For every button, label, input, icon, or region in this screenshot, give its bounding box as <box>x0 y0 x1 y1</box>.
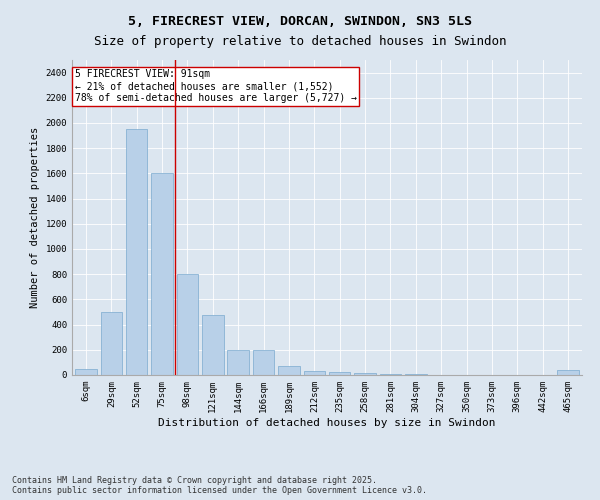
Text: 5, FIRECREST VIEW, DORCAN, SWINDON, SN3 5LS: 5, FIRECREST VIEW, DORCAN, SWINDON, SN3 … <box>128 15 472 28</box>
Text: Size of property relative to detached houses in Swindon: Size of property relative to detached ho… <box>94 35 506 48</box>
Bar <box>329 372 350 375</box>
Bar <box>253 350 274 375</box>
Bar <box>202 314 224 375</box>
Bar <box>75 368 97 375</box>
Bar <box>176 274 198 375</box>
Y-axis label: Number of detached properties: Number of detached properties <box>30 127 40 308</box>
Bar <box>557 370 579 375</box>
Text: Contains HM Land Registry data © Crown copyright and database right 2025.
Contai: Contains HM Land Registry data © Crown c… <box>12 476 427 495</box>
Bar <box>380 374 401 375</box>
Bar <box>227 350 249 375</box>
Text: 5 FIRECREST VIEW: 91sqm
← 21% of detached houses are smaller (1,552)
78% of semi: 5 FIRECREST VIEW: 91sqm ← 21% of detache… <box>74 70 356 102</box>
Bar <box>151 174 173 375</box>
Bar <box>304 371 325 375</box>
Bar <box>278 366 300 375</box>
Bar <box>354 373 376 375</box>
Bar <box>101 312 122 375</box>
X-axis label: Distribution of detached houses by size in Swindon: Distribution of detached houses by size … <box>158 418 496 428</box>
Bar <box>126 130 148 375</box>
Bar <box>405 374 427 375</box>
